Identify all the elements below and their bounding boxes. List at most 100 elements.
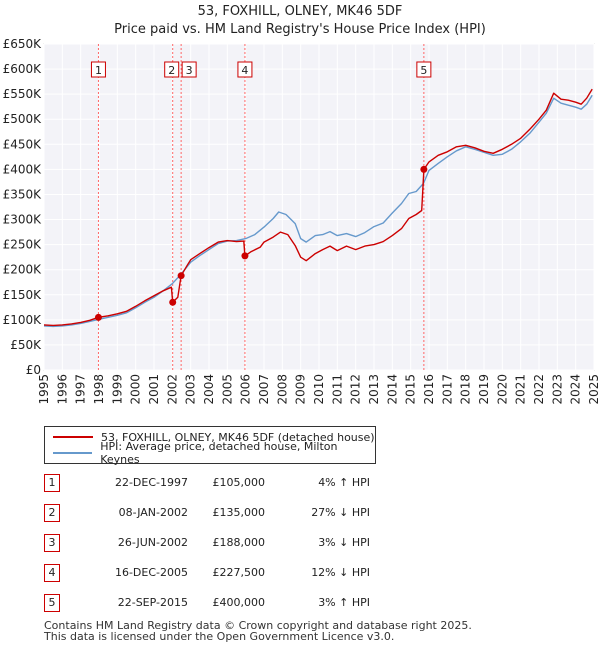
x-tick-label: 1998 (92, 374, 106, 405)
sale-number-badge: 2 (44, 504, 60, 522)
sale-point (94, 313, 102, 321)
sale-price: £188,000 (212, 536, 266, 549)
legend-label-property: 53, FOXHILL, OLNEY, MK46 5DF (detached h… (101, 430, 375, 444)
sale-label-number: 1 (95, 64, 102, 77)
sale-label-box (164, 61, 180, 78)
sale-point (241, 252, 249, 260)
sale-date: 22-DEC-1997 (114, 476, 188, 489)
footer-line-licence: This data is licensed under the Open Gov… (44, 630, 395, 643)
price-chart: 53, FOXHILL, OLNEY, MK46 5DF Price paid … (3, 4, 600, 405)
sale-point (177, 272, 185, 280)
table-row: 3 26-JUN-2002 £188,000 3% ↓ HPI (0, 534, 600, 554)
y-tick-label: £450K (3, 137, 43, 151)
y-tick-label: £100K (3, 313, 43, 327)
x-tick-label: 2003 (184, 374, 198, 405)
x-tick-label: 2013 (367, 374, 381, 405)
y-tick-label: £650K (3, 37, 43, 51)
sale-date: 08-JAN-2002 (118, 506, 188, 519)
x-tick-label: 2000 (129, 374, 143, 405)
property-price-line (43, 88, 593, 327)
x-tick-label: 2016 (422, 374, 436, 405)
x-tick-label: 2022 (532, 374, 546, 405)
sale-date: 22-SEP-2015 (117, 596, 188, 609)
chart-subtitle: Price paid vs. HM Land Registry's House … (114, 22, 486, 37)
plot-area: £0 £50K £100K £150K £200K £250K £300K £350K £400… (3, 37, 600, 405)
x-tick-label: 1995 (37, 374, 51, 405)
x-tick-label: 2006 (239, 374, 253, 405)
x-tick-label: 2019 (477, 374, 491, 405)
sale-price: £105,000 (212, 476, 266, 489)
x-tick-label: 2007 (257, 374, 271, 405)
sale-point (169, 298, 177, 306)
sale-label-number: 4 (241, 64, 248, 77)
sale-number-badge: 1 (44, 474, 60, 492)
sale-date: 16-DEC-2005 (114, 566, 188, 579)
x-tick-label: 2025 (587, 374, 600, 405)
sale-hpi-diff: 4% ↑ HPI (318, 476, 370, 489)
footer-attribution: Contains HM Land Registry data © Crown c… (44, 620, 472, 642)
table-row: 1 22-DEC-1997 £105,000 4% ↑ HPI (0, 474, 600, 494)
sale-label-box (416, 61, 432, 78)
x-tick-label: 2010 (312, 374, 326, 405)
sale-label-box (237, 61, 253, 78)
x-tick-label: 2024 (569, 374, 583, 405)
x-tick-label: 1999 (110, 374, 124, 405)
legend-label-hpi: HPI: Average price, detached house, Milt… (100, 440, 338, 466)
sale-number-badge: 4 (44, 564, 60, 582)
x-tick-label: 2005 (220, 374, 234, 405)
x-tick-label: 2014 (385, 374, 399, 405)
sale-price: £135,000 (212, 506, 266, 519)
sale-number-badge: 3 (44, 534, 60, 552)
y-tick-label: £400K (3, 162, 43, 176)
y-tick-label: £50K (10, 338, 42, 352)
y-tick-label: £500K (3, 112, 43, 126)
table-row: 5 22-SEP-2015 £400,000 3% ↑ HPI (0, 594, 600, 614)
legend-item-property: 53, FOXHILL, OLNEY, MK46 5DF (detached h… (53, 429, 375, 445)
sale-label-number: 2 (168, 64, 175, 77)
table-row: 2 08-JAN-2002 £135,000 27% ↓ HPI (0, 504, 600, 524)
x-tick-label: 1996 (55, 374, 69, 405)
chart-title: 53, FOXHILL, OLNEY, MK46 5DF (198, 4, 403, 19)
x-tick-label: 2020 (495, 374, 509, 405)
x-tick-label: 2004 (202, 374, 216, 405)
hpi-line (43, 94, 593, 328)
x-tick-label: 2021 (514, 374, 528, 405)
x-tick-label: 2015 (404, 374, 418, 405)
sale-date: 26-JUN-2002 (117, 536, 188, 549)
y-tick-label: £550K (3, 87, 43, 101)
x-tick-label: 2008 (275, 374, 289, 405)
sale-hpi-diff: 12% ↓ HPI (311, 566, 370, 579)
sale-price: £227,500 (212, 566, 266, 579)
sale-label-box (181, 61, 197, 78)
x-tick-label: 1997 (74, 374, 88, 405)
y-tick-label: £600K (3, 62, 43, 76)
sale-number-badge: 5 (44, 594, 60, 612)
legend-swatch-hpi (53, 452, 93, 454)
footer-line-copyright: Contains HM Land Registry data © Crown c… (44, 619, 472, 632)
y-tick-label: £250K (3, 238, 43, 252)
sale-point (420, 165, 428, 173)
y-tick-label: £0 (26, 363, 41, 377)
legend-item-hpi: HPI: Average price, detached house, Milt… (53, 440, 375, 466)
sale-label-box (90, 61, 106, 78)
legend-swatch-property (53, 436, 93, 438)
sale-label-number: 5 (420, 64, 427, 77)
chart-legend: 53, FOXHILL, OLNEY, MK46 5DF (detached h… (44, 426, 376, 466)
y-tick-label: £200K (3, 263, 43, 277)
x-tick-label: 2001 (147, 374, 161, 405)
x-tick-label: 2009 (294, 374, 308, 405)
sale-hpi-diff: 3% ↓ HPI (318, 536, 370, 549)
x-tick-label: 2023 (550, 374, 564, 405)
x-tick-label: 2012 (349, 374, 363, 405)
y-tick-label: £300K (3, 213, 43, 227)
x-tick-label: 2017 (440, 374, 454, 405)
x-tick-label: 2018 (459, 374, 473, 405)
table-row: 4 16-DEC-2005 £227,500 12% ↓ HPI (0, 564, 600, 584)
sale-hpi-diff: 27% ↓ HPI (311, 506, 370, 519)
y-tick-label: £350K (3, 187, 43, 201)
sale-hpi-diff: 3% ↑ HPI (318, 596, 370, 609)
y-tick-label: £150K (3, 288, 43, 302)
x-tick-label: 2002 (165, 374, 179, 405)
sale-price: £400,000 (212, 596, 266, 609)
sale-label-number: 3 (186, 64, 193, 77)
